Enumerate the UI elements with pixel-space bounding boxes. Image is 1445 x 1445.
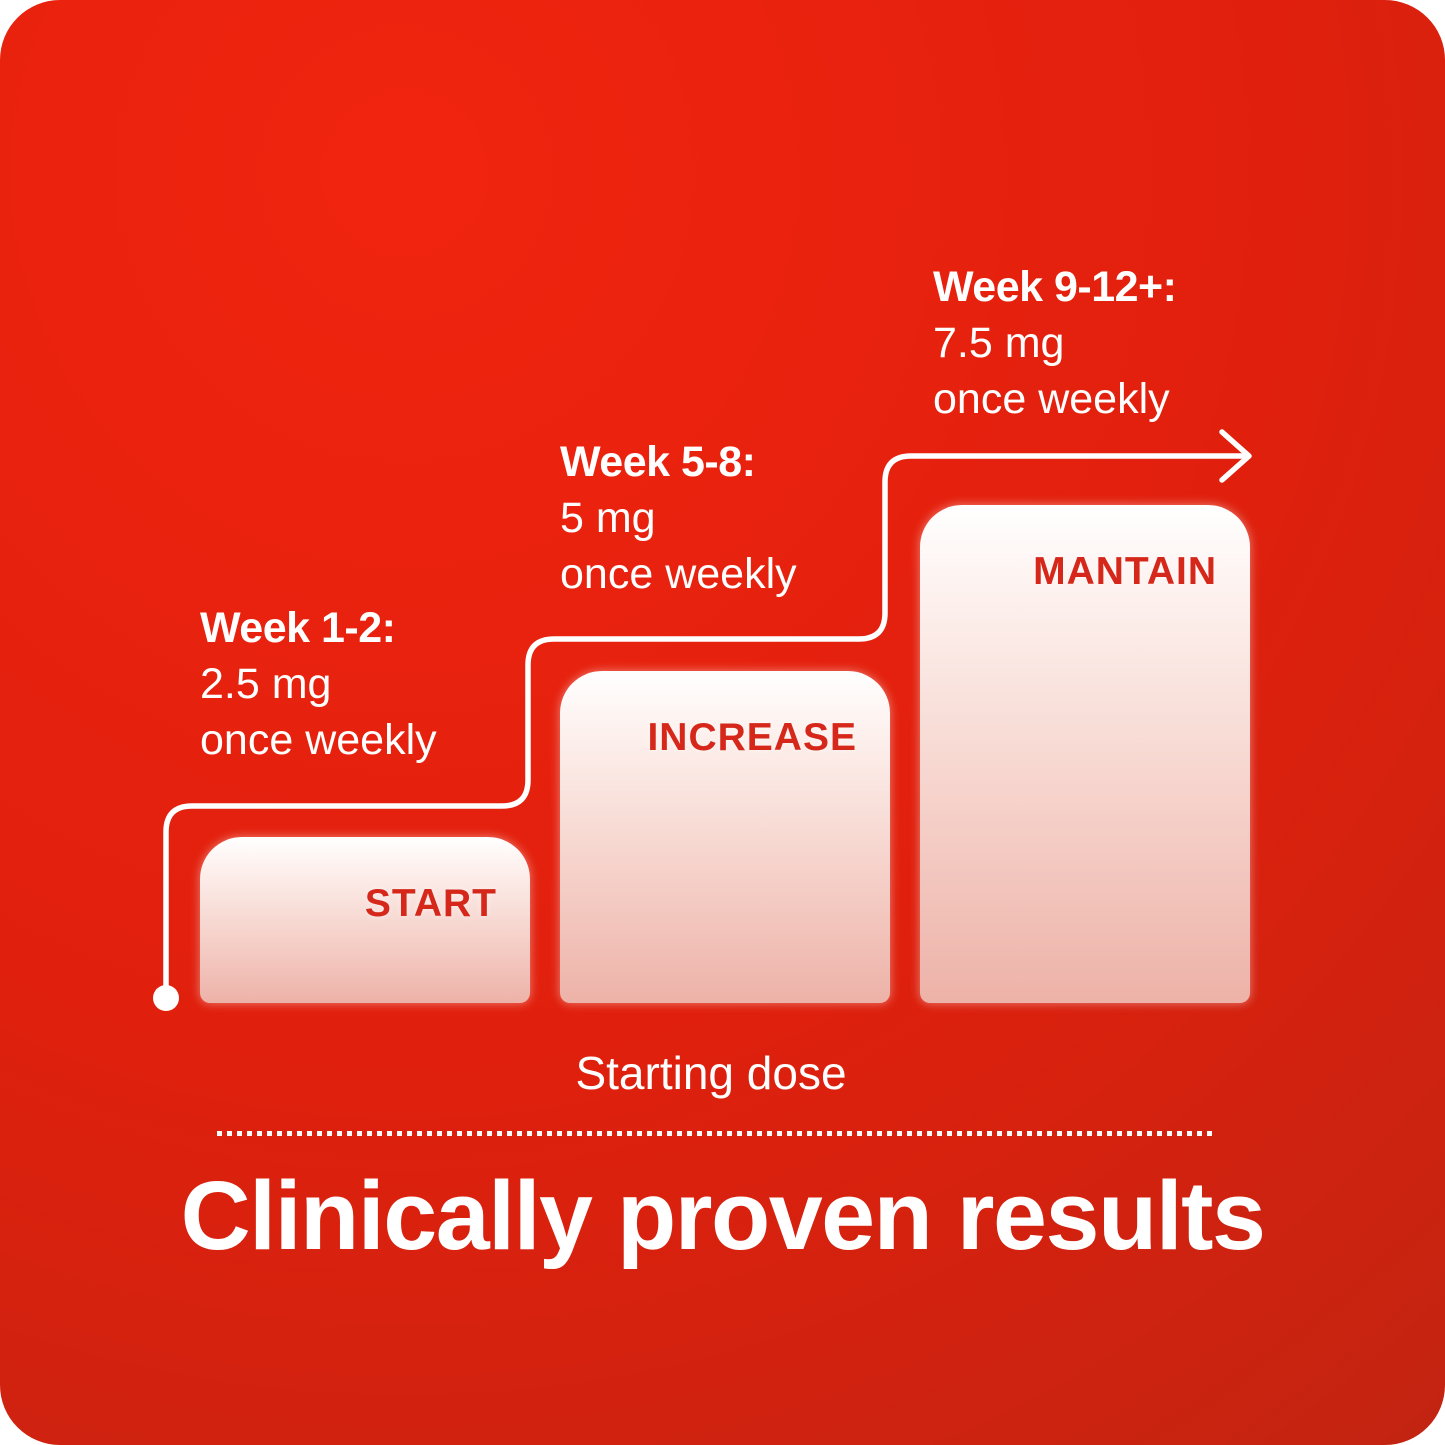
bar-label-increase: INCREASE	[647, 716, 857, 759]
bar-increase: INCREASE	[560, 671, 890, 1003]
week-range-label: Week 5-8:	[560, 438, 756, 486]
dose-value: 7.5 mg	[933, 319, 1065, 367]
dose-frequency: once weekly	[200, 716, 437, 764]
x-axis-caption: Starting dose	[575, 1047, 847, 1099]
escalation-path	[163, 453, 1249, 1001]
dose-value: 5 mg	[560, 494, 656, 542]
headline: Clinically proven results	[180, 1161, 1266, 1270]
week-9-12-annotation: Week 9-12+: 7.5 mg once weekly	[933, 259, 1177, 427]
dose-frequency: once weekly	[560, 550, 797, 598]
dose-value: 2.5 mg	[200, 660, 332, 708]
week-range-label: Week 1-2:	[200, 604, 396, 652]
dotted-divider	[217, 1131, 1215, 1136]
week-5-8-annotation: Week 5-8: 5 mg once weekly	[560, 434, 797, 602]
bar-label-start: START	[364, 882, 497, 925]
dose-frequency: once weekly	[933, 375, 1170, 423]
bar-start: START	[200, 837, 530, 1003]
arrowhead-icon	[1219, 429, 1252, 483]
week-1-2-annotation: Week 1-2: 2.5 mg once weekly	[200, 600, 437, 768]
bar-label-mantain: MANTAIN	[1033, 550, 1217, 593]
week-range-label: Week 9-12+:	[933, 263, 1177, 311]
bar-mantain: MANTAIN	[920, 505, 1250, 1003]
